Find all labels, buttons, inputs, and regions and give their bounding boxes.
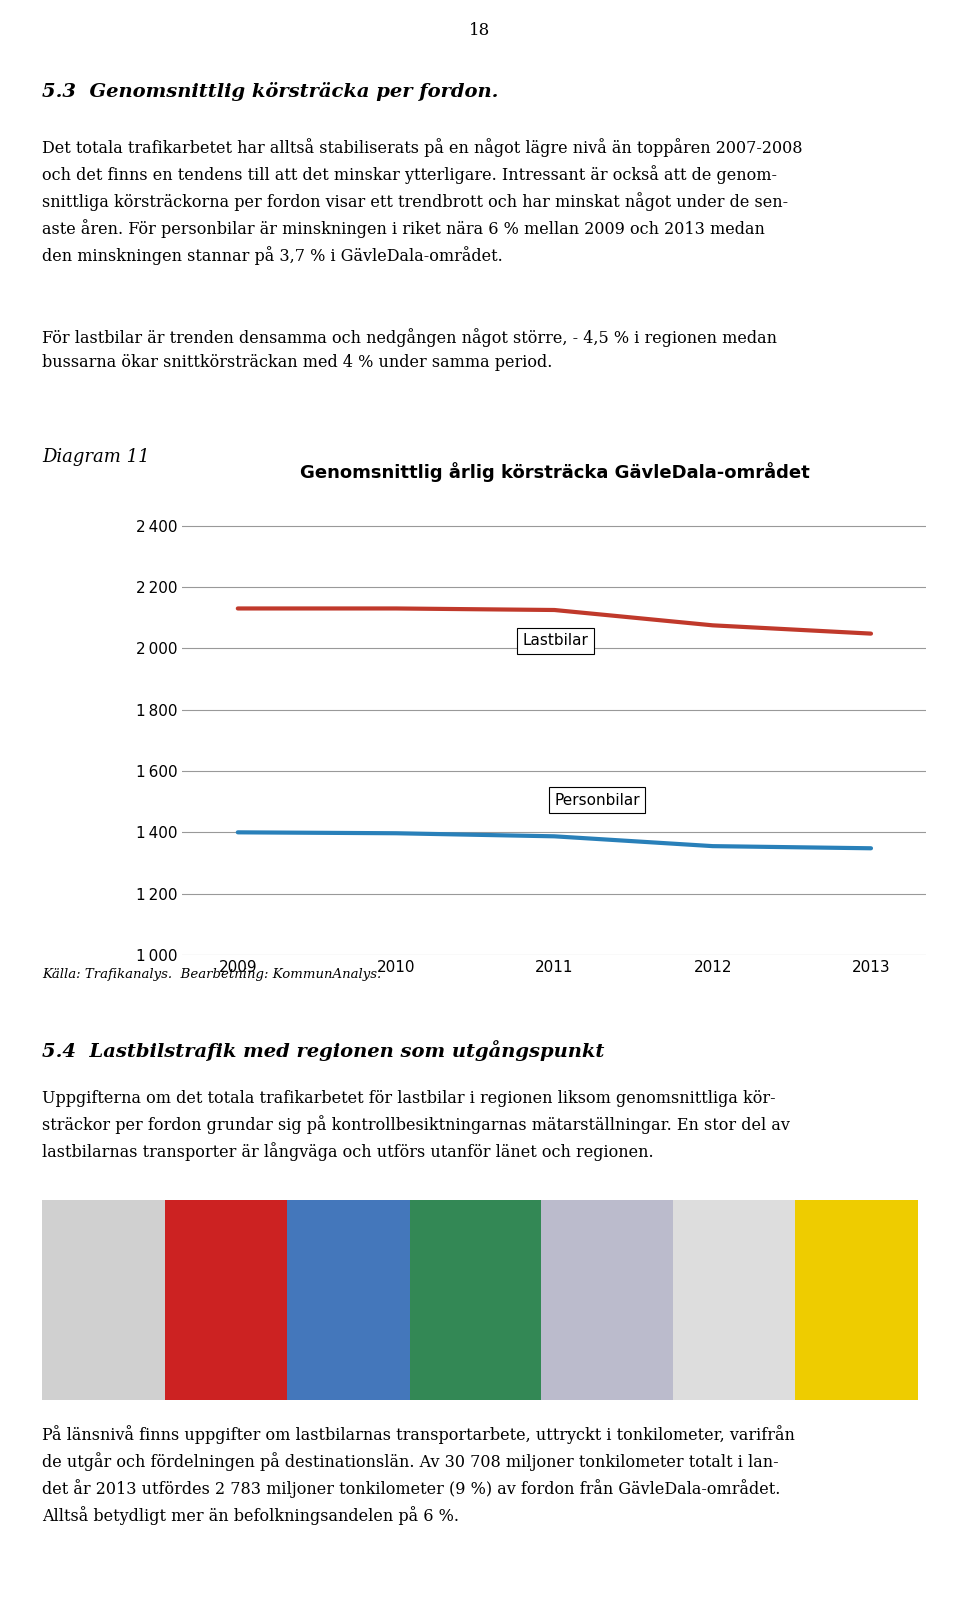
Text: 5.4  Lastbilstrafik med regionen som utgångspunkt: 5.4 Lastbilstrafik med regionen som utgå… bbox=[42, 1040, 605, 1061]
Text: 5.3  Genomsnittlig körsträcka per fordon.: 5.3 Genomsnittlig körsträcka per fordon. bbox=[42, 82, 498, 101]
Text: För lastbilar är trenden densamma och nedgången något större, - 4,5 % i regionen: För lastbilar är trenden densamma och ne… bbox=[42, 327, 778, 371]
Bar bbox=[673, 1201, 795, 1400]
Text: Personbilar: Personbilar bbox=[555, 793, 640, 807]
Text: Diagram 11: Diagram 11 bbox=[42, 448, 150, 465]
Bar bbox=[42, 1201, 165, 1400]
Bar bbox=[165, 1201, 287, 1400]
Bar bbox=[541, 1201, 673, 1400]
Bar bbox=[795, 1201, 918, 1400]
Text: 18: 18 bbox=[469, 22, 491, 39]
Bar bbox=[287, 1201, 410, 1400]
Title: Genomsnittlig årlig körsträcka GävleDala-området: Genomsnittlig årlig körsträcka GävleDala… bbox=[300, 462, 809, 483]
Text: Uppgifterna om det totala trafikarbetet för lastbilar i regionen liksom genomsni: Uppgifterna om det totala trafikarbetet … bbox=[42, 1090, 790, 1160]
Bar bbox=[410, 1201, 541, 1400]
Text: På länsnivå finns uppgifter om lastbilarnas transportarbete, uttryckt i tonkilom: På länsnivå finns uppgifter om lastbilar… bbox=[42, 1425, 795, 1525]
Text: Lastbilar: Lastbilar bbox=[523, 634, 588, 648]
Text: Det totala trafikarbetet har alltså stabiliserats på en något lägre nivå än topp: Det totala trafikarbetet har alltså stab… bbox=[42, 138, 803, 265]
Text: Källa: Trafikanalys.  Bearbetning: KommunAnalys.: Källa: Trafikanalys. Bearbetning: Kommun… bbox=[42, 968, 381, 981]
